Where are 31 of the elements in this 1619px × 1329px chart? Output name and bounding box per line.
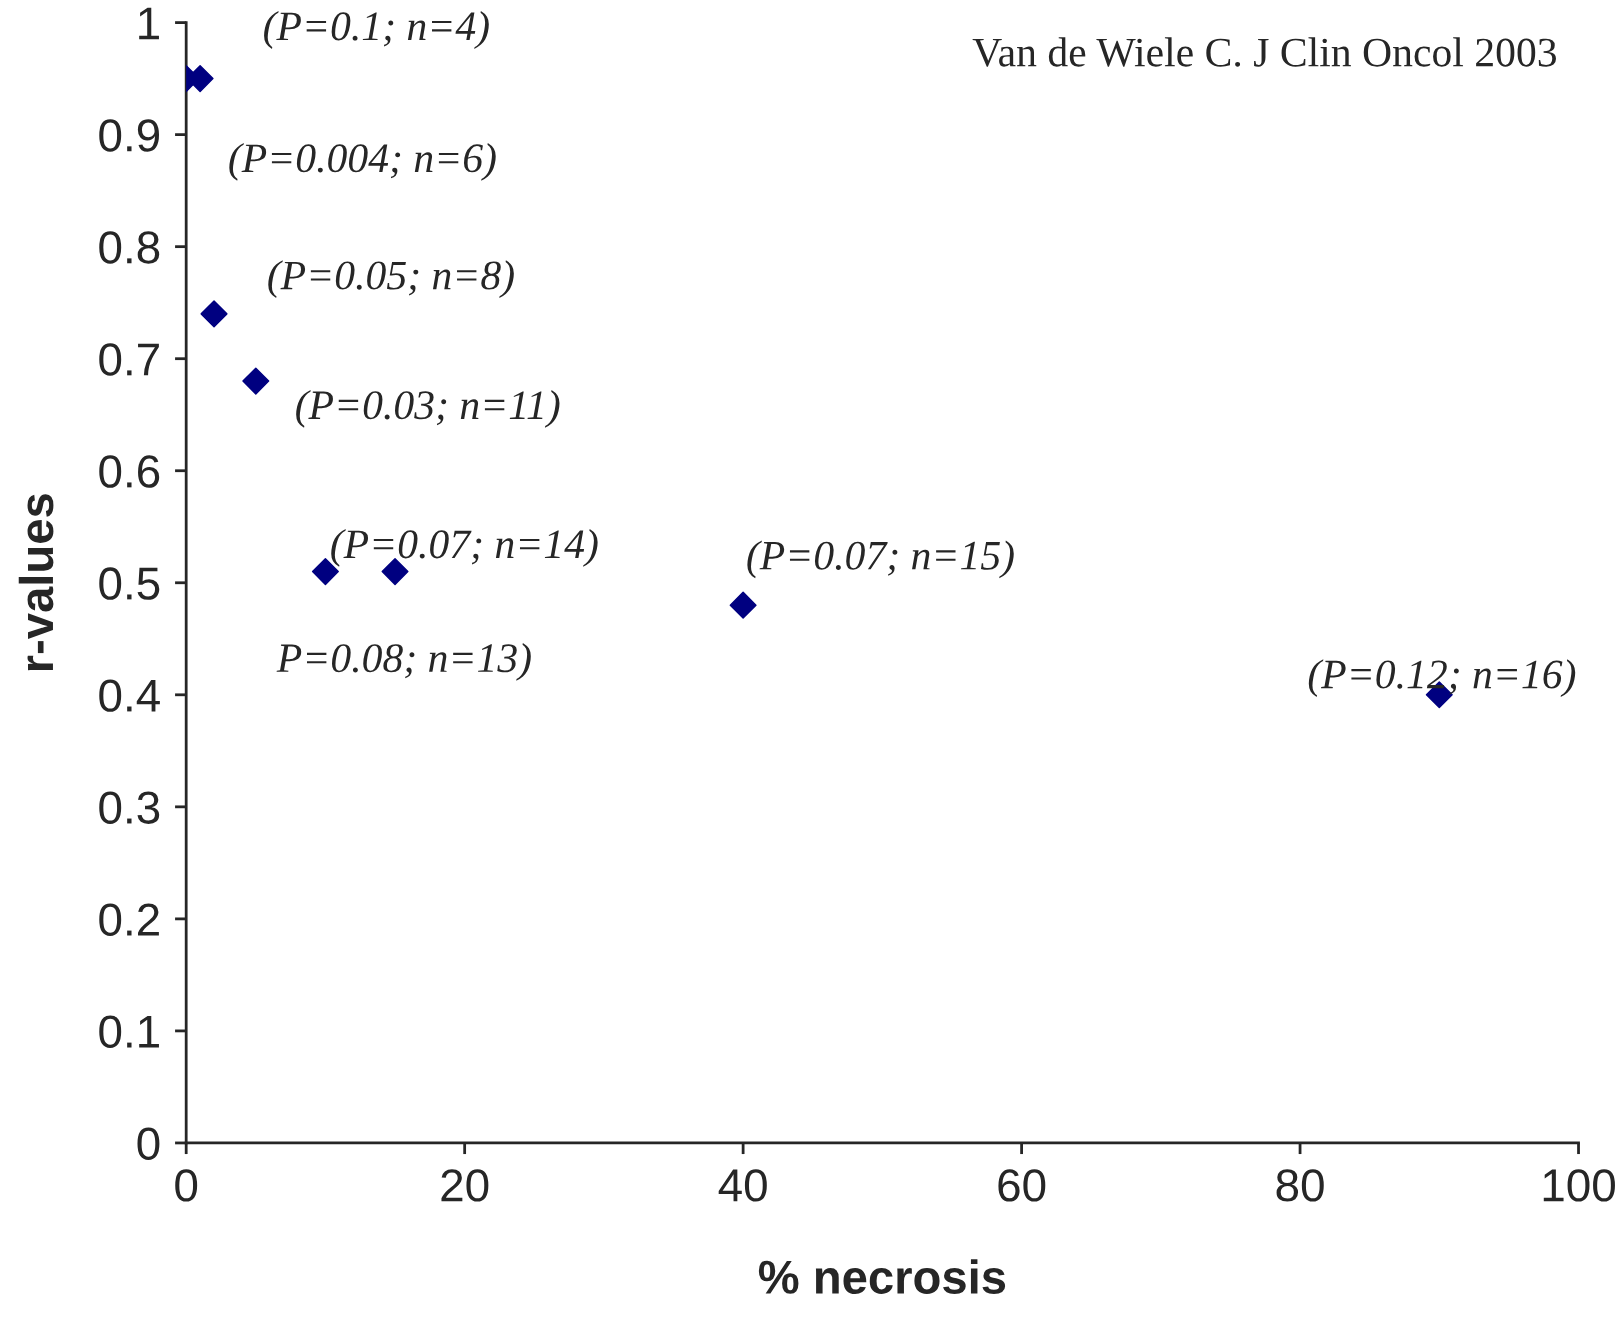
x-tick-label: 100: [1543, 1169, 1615, 1202]
point: [200, 300, 228, 328]
y-tick-label: 0.1: [99, 1015, 159, 1048]
annotation: (P=0.03; n=11): [296, 389, 560, 428]
annotation: (P=0.004; n=6): [229, 143, 496, 181]
y-tick-label: 0: [137, 1127, 160, 1160]
annotation: (P=0.12; n=16): [1308, 659, 1576, 698]
point: [729, 591, 757, 619]
y-tick-label: 0.9: [99, 119, 160, 152]
annotation: Van de Wiele C. J Clin Oncol 2003: [972, 37, 1556, 67]
x-axis-title: % necrosis: [758, 1259, 1006, 1294]
y-tick-label: 0.5: [99, 567, 160, 600]
annotation: P=0.08; n=13): [276, 642, 531, 681]
x-tick-label: 40: [718, 1169, 767, 1202]
annotation: (P=0.07; n=15): [747, 540, 1014, 579]
y-tick-label: 0.3: [99, 791, 160, 824]
y-tick-label: 0.8: [99, 231, 160, 264]
annotation: (P=0.1; n=4): [264, 11, 489, 49]
annotation: (P=0.07; n=14): [331, 529, 598, 567]
x-tick-label: 0: [175, 1169, 198, 1202]
y-tick-label: 0.2: [99, 903, 159, 936]
x-tick-label: 60: [998, 1169, 1046, 1202]
y-axis-title: r-values: [18, 494, 54, 671]
y-tick-label: 0.6: [99, 455, 160, 488]
y-tick-label: 0.4: [99, 679, 160, 712]
y-tick-label: 1: [139, 7, 159, 40]
annotation: (P=0.05; n=8): [268, 260, 514, 299]
x-tick-label: 80: [1276, 1169, 1324, 1202]
y-tick-label: 0.7: [99, 343, 159, 376]
x-tick-label: 20: [441, 1169, 489, 1202]
point: [242, 367, 270, 395]
